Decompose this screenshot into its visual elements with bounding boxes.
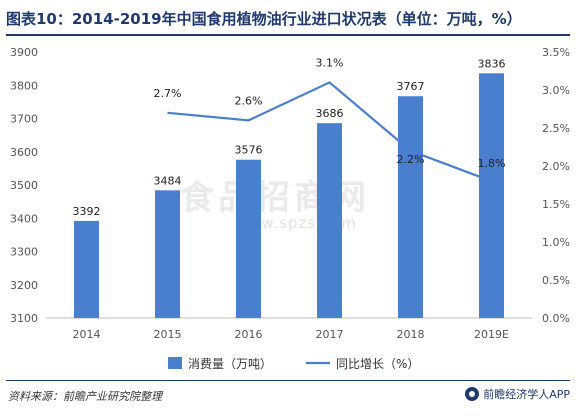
growth-value-label: 2.2%: [397, 153, 425, 166]
y-left-tick-label: 3600: [10, 146, 38, 159]
y-right-tick-label: 2.0%: [542, 160, 570, 173]
y-left-tick-label: 3700: [10, 113, 38, 126]
growth-value-label: 1.8%: [478, 157, 506, 170]
brand: 前瞻经济学人APP: [465, 386, 570, 402]
x-tick-label: 2014: [73, 328, 101, 341]
y-left-tick-label: 3800: [10, 79, 38, 92]
bar: [398, 96, 423, 318]
legend-bar-swatch: [168, 357, 182, 369]
bar: [155, 190, 180, 318]
legend-line-label: 同比增长（%）: [336, 357, 419, 371]
y-left-tick-label: 3300: [10, 246, 38, 259]
bar-value-label: 3686: [316, 107, 344, 120]
chart-title: 图表10：2014-2019年中国食用植物油行业进口状况表（单位：万吨，%）: [6, 10, 522, 28]
x-tick-label: 2016: [235, 328, 263, 341]
y-left-tick-label: 3400: [10, 212, 38, 225]
growth-value-label: 3.1%: [316, 56, 344, 69]
growth-line: [167, 81, 492, 183]
y-right-tick-label: 0.5%: [542, 274, 570, 287]
bar: [236, 159, 261, 318]
bar-value-label: 3576: [235, 144, 263, 157]
x-tick-label: 2015: [154, 328, 182, 341]
brand-label: 前瞻经济学人APP: [483, 388, 570, 401]
bar-value-label: 3836: [478, 57, 506, 70]
y-left-tick-label: 3500: [10, 179, 38, 192]
footer-divider: [6, 380, 570, 381]
y-left-tick-label: 3200: [10, 279, 38, 292]
y-right-tick-label: 1.0%: [542, 236, 570, 249]
brand-logo-icon: [465, 387, 480, 401]
growth-value-label: 2.7%: [154, 87, 182, 100]
y-right-tick-label: 3.0%: [542, 84, 570, 97]
bar: [74, 220, 99, 318]
bar: [479, 73, 504, 318]
chart-canvas: 3100 3200 3300 3400 3500 3600 3700 3800 3900 0.0%…: [10, 46, 570, 371]
bar-value-label: 3767: [397, 80, 425, 93]
y-right-tick-label: 0.0%: [542, 312, 570, 325]
y-right-tick-label: 3.5%: [542, 46, 570, 59]
x-tick-label: 2017: [316, 328, 344, 341]
y-right-tick-label: 1.5%: [542, 198, 570, 211]
bar: [317, 123, 342, 318]
y-left-tick-label: 3900: [10, 46, 38, 59]
growth-value-label: 2.6%: [235, 94, 263, 107]
y-right-tick-label: 2.5%: [542, 122, 570, 135]
y-left-tick-label: 3100: [10, 312, 38, 325]
legend-bar-label: 消费量（万吨）: [188, 357, 272, 371]
x-tick-label: 2019E: [474, 328, 509, 341]
x-tick-label: 2018: [397, 328, 425, 341]
bar-value-label: 3484: [154, 174, 182, 187]
bar-value-label: 3392: [73, 205, 101, 218]
title-divider: [6, 34, 570, 36]
source-note: 资料来源：前瞻产业研究院整理: [8, 390, 162, 403]
